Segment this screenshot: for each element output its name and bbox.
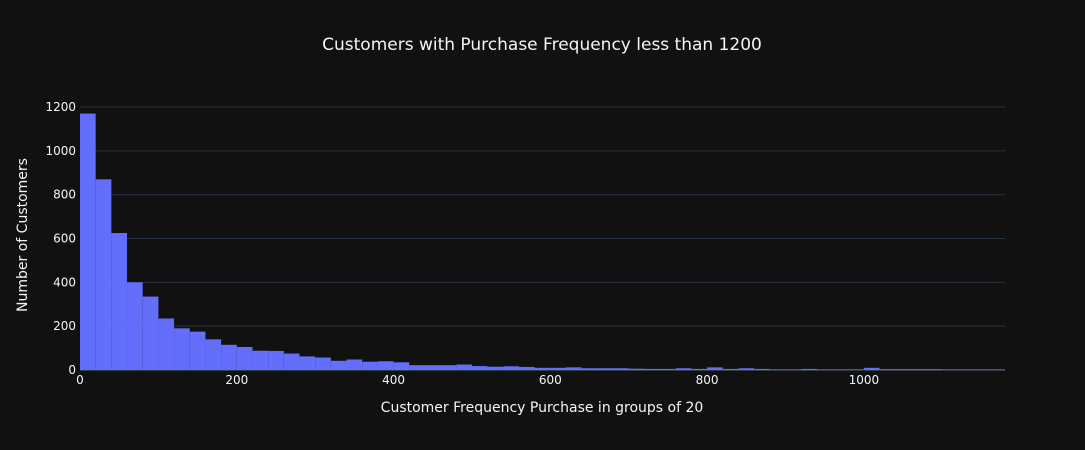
x-tick-label: 1000 (849, 373, 880, 387)
histogram-bar (581, 368, 598, 370)
x-tick-label: 400 (382, 373, 405, 387)
y-tick-label: 800 (53, 188, 76, 202)
histogram-bar (848, 369, 864, 370)
histogram-bar (283, 353, 300, 370)
x-axis-ticks: 0 200 400 600 800 1000 (76, 373, 879, 387)
histogram-bar (973, 369, 990, 370)
histogram-bar (111, 233, 128, 370)
histogram-bar (142, 296, 159, 370)
chart-title: Customers with Purchase Frequency less t… (322, 35, 762, 55)
histogram-bar (754, 368, 770, 370)
histogram-bar (879, 369, 896, 370)
y-tick-label: 1200 (45, 100, 76, 114)
histogram-bar (550, 367, 567, 370)
histogram-bar (660, 368, 676, 370)
histogram-bar (518, 366, 535, 370)
histogram-bar (189, 331, 206, 370)
histogram-bar (377, 361, 394, 370)
x-tick-label: 600 (539, 373, 562, 387)
x-tick-label: 200 (225, 373, 248, 387)
x-axis-title: Customer Frequency Purchase in groups of… (381, 400, 704, 416)
histogram-bar (628, 368, 645, 370)
histogram-bar (957, 369, 974, 370)
histogram-bar (440, 365, 457, 370)
histogram-bar (299, 356, 316, 370)
histogram-bar (801, 368, 817, 370)
histogram-bar (346, 359, 363, 370)
y-tick-label: 200 (53, 319, 76, 333)
histogram-bar (816, 369, 833, 370)
histogram-bar (174, 328, 190, 370)
y-axis-ticks: 0 200 400 600 800 1000 1200 (45, 100, 76, 377)
histogram-bar (80, 113, 96, 370)
histogram-bar (785, 369, 802, 370)
histogram-bar (205, 339, 222, 370)
y-tick-label: 1000 (45, 144, 76, 158)
histogram-bar (597, 368, 614, 370)
histogram-bar (362, 361, 378, 370)
y-tick-label: 600 (53, 232, 76, 246)
histogram-bar (863, 367, 880, 370)
histogram-bar (471, 366, 488, 370)
histogram-bar (95, 179, 112, 370)
histogram-bar (158, 318, 175, 370)
histogram-bar (989, 369, 1005, 370)
histogram-bar (691, 368, 708, 370)
histogram-bar (722, 368, 739, 370)
histogram-bar (942, 369, 958, 370)
histogram-bar (644, 368, 661, 370)
histogram-bar (409, 365, 425, 370)
histogram-bar (127, 282, 143, 370)
histogram-bar (268, 350, 284, 370)
x-tick-label: 800 (696, 373, 719, 387)
histogram-bar (236, 346, 253, 370)
y-tick-label: 0 (68, 363, 76, 377)
grid-lines (80, 106, 1005, 371)
histogram-bar (769, 369, 786, 370)
x-tick-label: 0 (76, 373, 84, 387)
histogram-bar (926, 369, 943, 370)
histogram-bar (424, 365, 441, 370)
y-axis-title: Number of Customers (15, 158, 31, 312)
histogram-bar (613, 368, 629, 370)
histogram-bar (895, 369, 911, 370)
histogram-bar (503, 366, 519, 370)
histogram-bar (910, 369, 927, 370)
histogram-bar (487, 366, 504, 370)
histogram-bar (393, 362, 410, 370)
bars (80, 113, 1005, 370)
histogram-bar (707, 367, 723, 370)
histogram-bar (456, 364, 472, 370)
histogram-bar (252, 350, 269, 370)
histogram-bar (221, 344, 237, 370)
histogram-bar (675, 368, 692, 370)
histogram-bar (315, 357, 331, 370)
histogram-bar (330, 360, 347, 370)
histogram-bar (738, 368, 755, 370)
histogram-bar (566, 367, 582, 370)
y-tick-label: 400 (53, 275, 76, 289)
histogram-bar (534, 367, 551, 370)
histogram-bar (832, 369, 849, 370)
